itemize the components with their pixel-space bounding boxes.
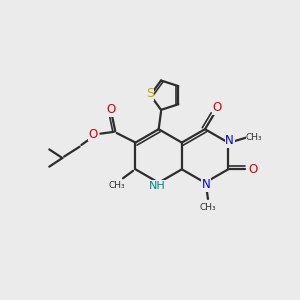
Text: O: O: [212, 101, 222, 114]
Text: N: N: [202, 178, 211, 191]
Text: S: S: [146, 88, 154, 100]
Text: CH₃: CH₃: [200, 203, 216, 212]
Text: O: O: [106, 103, 116, 116]
Text: O: O: [89, 128, 98, 141]
Text: CH₃: CH₃: [108, 182, 125, 190]
Text: N: N: [225, 134, 234, 147]
Text: CH₃: CH₃: [108, 182, 125, 190]
Text: CH₃: CH₃: [246, 133, 262, 142]
Text: NH: NH: [149, 181, 166, 191]
Text: O: O: [106, 103, 116, 116]
Text: S: S: [146, 88, 154, 100]
Text: N: N: [202, 178, 211, 191]
Text: O: O: [248, 163, 257, 176]
Text: NH: NH: [149, 181, 166, 191]
Text: O: O: [212, 101, 222, 114]
Text: CH₃: CH₃: [200, 203, 216, 212]
Text: N: N: [225, 134, 234, 147]
Text: O: O: [89, 128, 98, 141]
Text: O: O: [248, 163, 257, 176]
Text: CH₃: CH₃: [246, 133, 262, 142]
